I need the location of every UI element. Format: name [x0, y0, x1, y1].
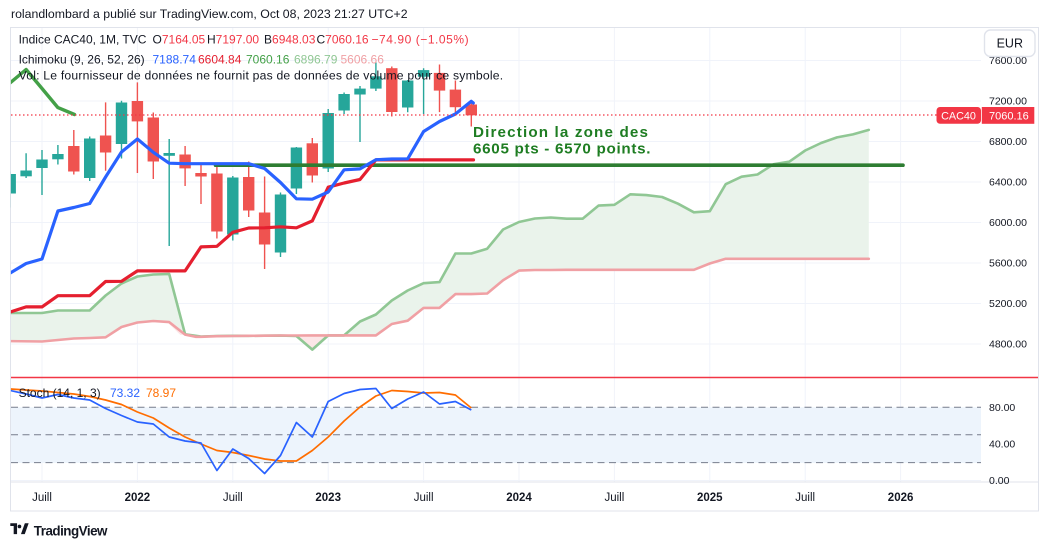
svg-text:7600.00: 7600.00 — [989, 55, 1027, 67]
svg-text:Juill: Juill — [223, 492, 243, 504]
svg-text:7060.16: 7060.16 — [989, 111, 1029, 123]
svg-text:TradingView: TradingView — [34, 524, 108, 539]
svg-text:5200.00: 5200.00 — [989, 298, 1027, 310]
svg-text:6605 pts - 6570 points.: 6605 pts - 6570 points. — [473, 141, 651, 158]
svg-text:40.00: 40.00 — [989, 439, 1015, 451]
svg-text:6800.00: 6800.00 — [989, 136, 1027, 148]
svg-text:4800.00: 4800.00 — [989, 339, 1027, 351]
svg-text:2022: 2022 — [125, 492, 151, 504]
svg-text:2024: 2024 — [506, 492, 532, 504]
svg-text:2025: 2025 — [697, 492, 723, 504]
svg-text:Vol: Le fournisseur de données: Vol: Le fournisseur de données ne fourni… — [19, 69, 504, 83]
svg-text:EUR: EUR — [997, 37, 1023, 51]
svg-text:80.00: 80.00 — [989, 402, 1015, 414]
svg-text:6000.00: 6000.00 — [989, 217, 1027, 229]
svg-text:Juill: Juill — [604, 492, 624, 504]
svg-text:2026: 2026 — [888, 492, 914, 504]
svg-text:5600.00: 5600.00 — [989, 258, 1027, 270]
svg-text:Juill: Juill — [414, 492, 434, 504]
svg-text:7200.00: 7200.00 — [989, 96, 1027, 108]
svg-text:Juill: Juill — [32, 492, 52, 504]
svg-text:Juill: Juill — [795, 492, 815, 504]
svg-text:rolandlombard a publié sur Tra: rolandlombard a publié sur TradingView.c… — [11, 7, 408, 21]
svg-text:2023: 2023 — [315, 492, 341, 504]
svg-text:CAC40: CAC40 — [941, 110, 976, 122]
svg-text:Direction la zone des: Direction la zone des — [473, 124, 649, 141]
svg-text:0.00: 0.00 — [989, 475, 1010, 487]
svg-text:Ichimoku (9, 26, 52, 26)7188.7: Ichimoku (9, 26, 52, 26) 7188.74 6604.84 70… — [19, 53, 385, 67]
svg-text:6400.00: 6400.00 — [989, 177, 1027, 189]
